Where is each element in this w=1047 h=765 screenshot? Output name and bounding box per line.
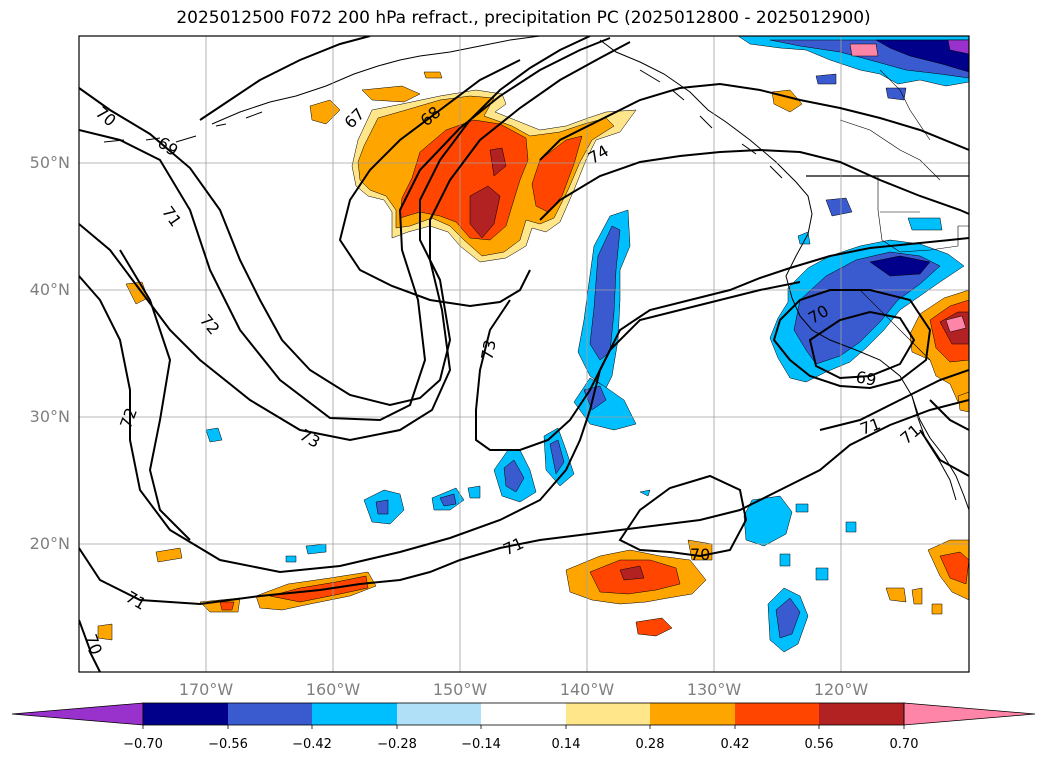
colorbar-bin [143, 703, 228, 725]
state-borders [859, 176, 969, 361]
contour-line [772, 289, 932, 390]
lat-label-30n: 30°N [29, 407, 70, 426]
contour-line [79, 619, 101, 672]
colorbar-tick-label: 0.14 [551, 737, 581, 752]
refractivity-contours [79, 36, 969, 672]
lon-label-160w: 160°W [305, 680, 361, 699]
us-west-coast [791, 297, 969, 511]
colorbar-bin [312, 703, 397, 725]
lat-label-50n: 50°N [29, 153, 70, 172]
contour-line [199, 36, 371, 121]
colorbar-bin [650, 703, 735, 725]
contour-line [338, 59, 531, 308]
colorbar-tick-label: −0.14 [461, 737, 501, 752]
lon-label-150w: 150°W [432, 680, 488, 699]
colorbar-bin [735, 703, 819, 725]
colorbar-extend-high [903, 702, 1036, 726]
colorbar-extend-low [11, 702, 144, 726]
colorbar-tick-label: 0.28 [635, 737, 665, 752]
contour-label: 73 [477, 338, 499, 361]
colorbar-tick-label: 0.42 [720, 737, 750, 752]
contour-line [819, 369, 969, 431]
contour-line [475, 281, 801, 451]
lon-label-140w: 140°W [559, 680, 615, 699]
colorbar-tick-label: −0.28 [377, 737, 417, 752]
contour-line [79, 36, 591, 407]
colorbar [11, 702, 1036, 729]
colorbar-bin [397, 703, 481, 725]
contour-line [119, 249, 191, 541]
contour-line [808, 310, 916, 380]
colorbar-frame [142, 702, 905, 726]
contour-label: 69 [854, 367, 877, 389]
plot-title: 2025012500 F072 200 hPa refract., precip… [176, 8, 871, 28]
colorbar-bin [481, 703, 566, 725]
lon-label-120w: 120°W [813, 680, 869, 699]
contour-line [79, 237, 969, 574]
colorbar-tick-label: 0.56 [804, 737, 834, 752]
contour-line [618, 474, 748, 558]
colorbar-tick-label: −0.56 [208, 737, 248, 752]
lat-label-20n: 20°N [29, 534, 70, 553]
negative-area-southeast [743, 495, 793, 547]
alaska-coast [211, 36, 541, 125]
contour-line [539, 82, 969, 161]
lon-label-130w: 130°W [686, 680, 742, 699]
lat-label-40n: 40°N [29, 280, 70, 299]
map-frame [78, 35, 970, 673]
contour-line [79, 37, 611, 422]
colorbar-bin [819, 703, 904, 725]
colorbar-tick-label: −0.70 [123, 737, 163, 752]
contour-line [539, 148, 969, 221]
lon-label-170w: 170°W [178, 680, 234, 699]
land-outlines [103, 36, 969, 511]
colorbar-bin [566, 703, 650, 725]
map-plot-area: 70 69 71 72 72 73 71 71 70 67 68 74 73 7… [79, 36, 969, 672]
positive-shading [97, 71, 969, 641]
contour-line [79, 41, 631, 442]
contour-line [919, 399, 969, 477]
contour-label: 70 [690, 545, 710, 564]
colorbar-bin [228, 703, 312, 725]
contour-line [79, 399, 969, 606]
colorbar-tick-label: −0.42 [292, 737, 332, 752]
colorbar-tick-label: 0.70 [889, 737, 919, 752]
